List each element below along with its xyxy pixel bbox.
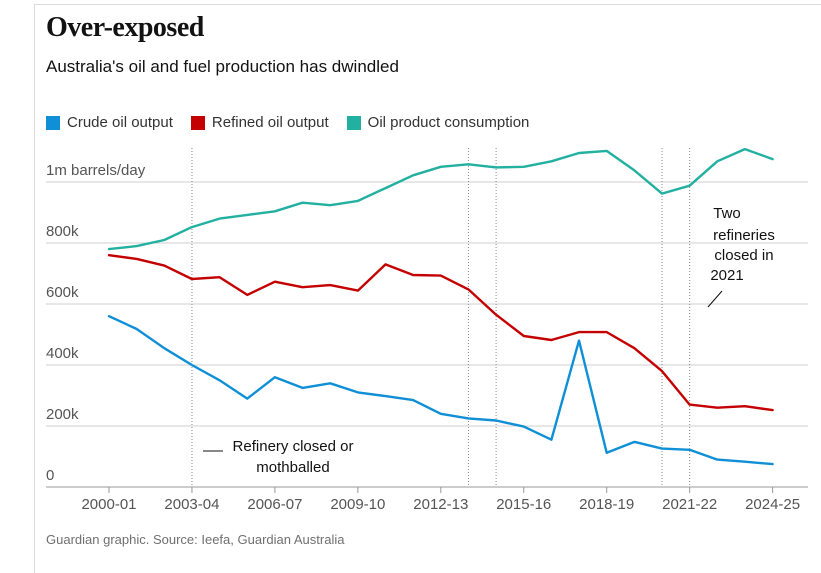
- chart-title: Over-exposed: [46, 12, 204, 43]
- series-line-crude-oil-output: [107, 315, 774, 466]
- x-tick-label-2000-01: 2000-01: [81, 496, 136, 513]
- closure-markers: [191, 148, 691, 487]
- annotation-two-refineries-pointer: [707, 290, 723, 308]
- left-rule: [34, 4, 35, 573]
- annotation-two-refineries-line1: Two: [713, 205, 741, 222]
- y-tick-label-800k: 800k: [46, 223, 79, 240]
- legend: Crude oil output Refined oil output Oil …: [46, 114, 547, 131]
- x-tick-label-2024-25: 2024-25: [745, 496, 800, 513]
- legend-item-refined: Refined oil output: [190, 114, 329, 131]
- top-rule: [34, 4, 821, 5]
- y-tick-label-200k: 200k: [46, 406, 79, 423]
- y-tick-label-1m barrels/day: 1m barrels/day: [46, 162, 146, 179]
- annotation-two-refineries-line2: refineries: [713, 227, 775, 244]
- legend-item-crude: Crude oil output: [46, 114, 173, 131]
- y-axis-labels: 0 200k 400k 600k 800k 1m barrels/day: [46, 162, 146, 484]
- legend-label-consumption: Oil product consumption: [367, 114, 530, 131]
- annotations: Refinery closed or mothballed Two refine…: [203, 205, 775, 476]
- x-tick-label-2012-13: 2012-13: [413, 496, 468, 513]
- legend-label-refined: Refined oil output: [211, 114, 329, 131]
- x-tick-label-2006-07: 2006-07: [247, 496, 302, 513]
- series-line-refined-oil-output: [107, 253, 774, 412]
- annotation-two-refineries-line4: 2021: [710, 267, 743, 284]
- x-tick-label-2003-04: 2003-04: [164, 496, 219, 513]
- series-line-oil-product-consumption: [107, 147, 774, 251]
- legend-swatch-refined: [190, 115, 205, 130]
- x-tick-label-2015-16: 2015-16: [496, 496, 551, 513]
- x-tick-label-2009-10: 2009-10: [330, 496, 385, 513]
- annotation-refinery-closed-line1: Refinery closed or: [233, 438, 354, 455]
- source-note: Guardian graphic. Source: Ieefa, Guardia…: [46, 532, 345, 547]
- x-tick-label-2021-22: 2021-22: [662, 496, 717, 513]
- legend-swatch-consumption: [346, 115, 361, 130]
- series-lines: [107, 147, 774, 466]
- annotation-two-refineries-line3: closed in: [714, 247, 773, 264]
- y-tick-label-0: 0: [46, 467, 54, 484]
- gridlines: [46, 181, 808, 488]
- x-tick-label-2018-19: 2018-19: [579, 496, 634, 513]
- y-tick-label-600k: 600k: [46, 284, 79, 301]
- x-axis: 2000-01 2003-04 2006-07 2009-10 2012-13 2015-…: [81, 487, 800, 513]
- legend-swatch-crude: [46, 115, 60, 130]
- chart-subtitle: Australia's oil and fuel production has …: [46, 57, 399, 76]
- annotation-refinery-closed-line2: mothballed: [256, 459, 329, 476]
- y-tick-label-400k: 400k: [46, 345, 79, 362]
- legend-label-crude: Crude oil output: [67, 114, 173, 131]
- legend-item-consumption: Oil product consumption: [346, 114, 530, 131]
